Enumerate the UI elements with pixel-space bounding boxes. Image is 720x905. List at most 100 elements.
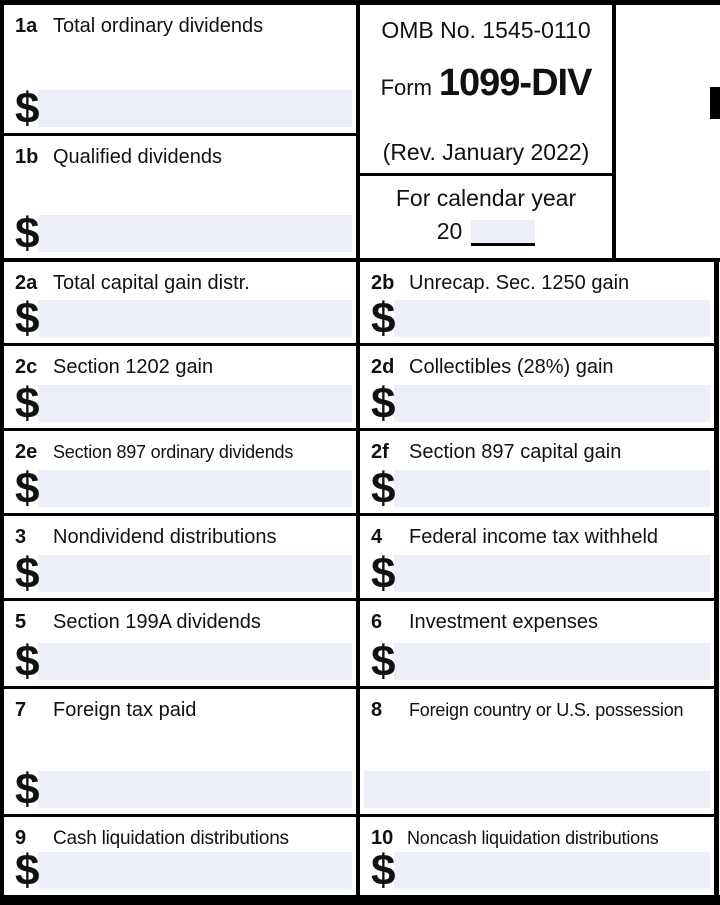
box-2c-amount-field[interactable]	[38, 385, 352, 422]
box-9: 9 Cash liquidation distributions $	[4, 817, 356, 895]
box-2e-label: 2e Section 897 ordinary dividends	[4, 431, 356, 463]
box-8: 8 Foreign country or U.S. possession	[360, 689, 714, 814]
border-bottom-thick	[0, 895, 720, 905]
box-5-dollar-sign: $	[15, 637, 40, 686]
calendar-year-field[interactable]	[471, 220, 536, 246]
box-3-label: 3 Nondividend distributions	[4, 516, 356, 548]
divider-header-calendar	[356, 173, 616, 176]
box-4-label: 4 Federal income tax withheld	[360, 516, 714, 548]
divider-center-vertical	[356, 0, 360, 905]
box-1a-amount-field[interactable]	[38, 90, 352, 127]
form-number: 1099-DIV	[438, 62, 593, 104]
border-header-right	[612, 5, 616, 258]
box-2a-amount-field[interactable]	[38, 300, 352, 337]
box-4-dollar-sign: $	[371, 549, 396, 598]
form-header-box: OMB No. 1545-0110 Form 1099-DIV (Rev. Ja…	[360, 5, 612, 173]
box-2e-amount-field[interactable]	[38, 470, 352, 507]
box-3-title: Nondividend distributions	[53, 526, 277, 548]
box-2e-number: 2e	[15, 441, 38, 463]
box-1b-label: 1b Qualified dividends	[4, 136, 356, 168]
box-8-number: 8	[371, 699, 383, 721]
box-10-amount-field[interactable]	[394, 852, 710, 889]
divider-row-2a	[0, 343, 719, 346]
box-2d-number: 2d	[371, 356, 395, 378]
box-7-title: Foreign tax paid	[53, 699, 197, 721]
box-2a-dollar-sign: $	[15, 294, 40, 343]
box-5-label: 5 Section 199A dividends	[4, 601, 356, 633]
box-2b-title: Unrecap. Sec. 1250 gain	[409, 272, 630, 294]
box-2d-title: Collectibles (28%) gain	[409, 356, 614, 378]
box-2a: 2a Total capital gain distr. $	[4, 262, 356, 343]
box-6-amount-field[interactable]	[394, 643, 710, 680]
box-3: 3 Nondividend distributions $	[4, 516, 356, 598]
box-6-number: 6	[371, 611, 383, 633]
box-2b-dollar-sign: $	[371, 294, 396, 343]
divider-table-top	[0, 258, 720, 262]
box-1b-number: 1b	[15, 146, 39, 168]
box-2c-dollar-sign: $	[15, 379, 40, 428]
box-2e-dollar-sign: $	[15, 464, 40, 513]
box-4: 4 Federal income tax withheld $	[360, 516, 714, 598]
box-5: 5 Section 199A dividends $	[4, 601, 356, 686]
form-revision: (Rev. January 2022)	[382, 139, 590, 165]
box-4-amount-field[interactable]	[394, 555, 710, 592]
box-2d-amount-field[interactable]	[394, 385, 710, 422]
divider-row-2c	[0, 428, 719, 431]
box-4-number: 4	[371, 526, 383, 548]
box-2a-label: 2a Total capital gain distr.	[4, 262, 356, 294]
box-3-amount-field[interactable]	[38, 555, 352, 592]
box-8-title: Foreign country or U.S. possession	[409, 700, 684, 720]
box-10-title: Noncash liquidation distributions	[407, 828, 659, 848]
box-2e: 2e Section 897 ordinary dividends $	[4, 431, 356, 513]
box-1b: 1b Qualified dividends $	[4, 136, 356, 258]
box-2f-number: 2f	[371, 441, 389, 463]
box-2f: 2f Section 897 capital gain $	[360, 431, 714, 513]
box-2c-title: Section 1202 gain	[53, 356, 214, 378]
box-6-title: Investment expenses	[409, 611, 598, 633]
box-10-label: 10 Noncash liquidation distributions	[360, 817, 714, 849]
box-4-title: Federal income tax withheld	[409, 526, 659, 548]
box-7-number: 7	[15, 699, 27, 721]
box-5-number: 5	[15, 611, 27, 633]
border-table-right	[714, 258, 719, 905]
box-10-number: 10	[371, 827, 394, 849]
box-6: 6 Investment expenses $	[360, 601, 714, 686]
divider-1a-1b	[0, 133, 360, 136]
box-2a-number: 2a	[15, 272, 38, 294]
box-2b-amount-field[interactable]	[394, 300, 710, 337]
box-6-dollar-sign: $	[371, 637, 396, 686]
form-word: Form	[380, 75, 432, 100]
box-2f-dollar-sign: $	[371, 464, 396, 513]
box-3-dollar-sign: $	[15, 549, 40, 598]
box-2e-title: Section 897 ordinary dividends	[53, 442, 294, 462]
box-8-country-field[interactable]	[364, 771, 710, 808]
box-2c: 2c Section 1202 gain $	[4, 346, 356, 428]
box-10-dollar-sign: $	[371, 846, 396, 895]
box-9-amount-field[interactable]	[38, 852, 352, 889]
calendar-caption: For calendar year	[395, 185, 577, 211]
box-10: 10 Noncash liquidation distributions $	[360, 817, 714, 895]
box-2b: 2b Unrecap. Sec. 1250 gain $	[360, 262, 714, 343]
box-2d-label: 2d Collectibles (28%) gain	[360, 346, 714, 378]
divider-row-5	[0, 686, 719, 689]
box-1a: 1a Total ordinary dividends $	[4, 5, 356, 133]
box-2d-dollar-sign: $	[371, 379, 396, 428]
box-9-label: 9 Cash liquidation distributions	[4, 817, 356, 850]
divider-row-3	[0, 598, 719, 601]
box-2f-title: Section 897 capital gain	[409, 441, 622, 463]
box-7-label: 7 Foreign tax paid	[4, 689, 356, 721]
box-2f-label: 2f Section 897 capital gain	[360, 431, 714, 463]
box-7-amount-field[interactable]	[38, 771, 352, 808]
box-1b-amount-field[interactable]	[38, 215, 352, 252]
box-6-label: 6 Investment expenses	[360, 601, 714, 633]
divider-row-2e	[0, 513, 719, 516]
box-2b-label: 2b Unrecap. Sec. 1250 gain	[360, 262, 714, 294]
box-2f-amount-field[interactable]	[394, 470, 710, 507]
box-5-amount-field[interactable]	[38, 643, 352, 680]
calendar-year-line: 20	[360, 220, 612, 246]
box-1a-label: 1a Total ordinary dividends	[4, 5, 356, 37]
box-2c-number: 2c	[15, 356, 38, 378]
box-9-number: 9	[15, 827, 27, 849]
divider-row-7	[0, 814, 719, 817]
